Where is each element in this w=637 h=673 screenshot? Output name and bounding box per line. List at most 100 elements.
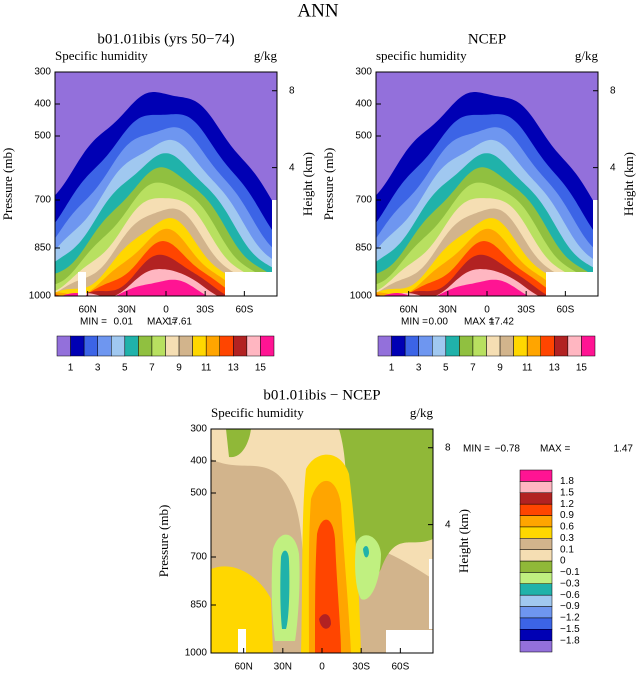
- colorbar-label: 15: [576, 363, 588, 374]
- colorbar-box: [519, 549, 553, 562]
- colorbar-label: 0: [560, 556, 566, 567]
- colorbar-box: [526, 335, 541, 357]
- y2-axis-label: Height (km): [621, 152, 636, 216]
- topography: [386, 630, 433, 653]
- y-tick-label: 700: [190, 552, 207, 563]
- y-tick-label: 500: [190, 488, 207, 499]
- colorbar-label: 13: [228, 363, 240, 374]
- x-tick-label: 60S: [235, 305, 253, 316]
- colorbar-label: 0.1: [560, 544, 574, 555]
- contour-field: [376, 72, 598, 296]
- y-tick-label: 700: [355, 195, 372, 206]
- colorbar-box: [377, 335, 392, 357]
- y2-tick-label: 8: [610, 85, 616, 96]
- colorbar-box: [567, 335, 582, 357]
- colorbar-box: [486, 335, 501, 357]
- x-tick-label: 60S: [391, 662, 409, 673]
- y-tick-label: 400: [34, 99, 51, 110]
- x-tick-label: 30N: [118, 305, 136, 316]
- colorbar-label: 1.5: [560, 487, 574, 498]
- colorbar-label: 15: [255, 363, 267, 374]
- x-tick-label: 0: [484, 305, 490, 316]
- y-tick-label: 850: [190, 600, 207, 611]
- colorbar-label: 11: [522, 363, 533, 374]
- colorbar-box: [519, 538, 553, 550]
- x-tick-label: 30N: [274, 662, 292, 673]
- x-tick-label: 30S: [352, 662, 370, 673]
- min-value: 0.01: [114, 317, 134, 328]
- colorbar-box: [472, 335, 487, 357]
- topography: [225, 272, 277, 296]
- colorbar-label: −1.2: [560, 613, 580, 624]
- colorbar-box: [581, 335, 596, 357]
- colorbar-label: −0.1: [560, 567, 580, 578]
- colorbar-box: [459, 335, 474, 357]
- colorbar-box: [111, 335, 126, 357]
- colorbar-label: 9: [176, 363, 182, 374]
- colorbar-label: 0.9: [560, 510, 574, 521]
- subtitle: Specific humidity: [55, 48, 148, 63]
- x-tick-label: 0: [319, 662, 325, 673]
- colorbar-box: [418, 335, 433, 357]
- contour-field: [211, 429, 433, 653]
- colorbar-label: −0.6: [560, 590, 580, 601]
- y-tick-label: 1000: [350, 291, 373, 302]
- colorbar-box: [519, 481, 553, 493]
- colorbar-box: [192, 335, 207, 357]
- colorbar-box: [445, 335, 460, 357]
- colorbar-label: 13: [549, 363, 561, 374]
- contour-fill: [226, 429, 251, 458]
- x-tick-label: 30S: [196, 305, 214, 316]
- units: g/kg: [575, 48, 599, 63]
- max-value: 17.42: [489, 317, 514, 328]
- colorbar-label: 1: [68, 363, 74, 374]
- colorbar-box: [554, 335, 569, 357]
- y-axis-label: Pressure (mb): [0, 148, 15, 221]
- colorbar-label: −1.8: [560, 635, 580, 646]
- colorbar-label: −0.9: [560, 601, 580, 612]
- colorbar-label: 3: [95, 363, 101, 374]
- colorbar-box: [519, 629, 553, 641]
- contour-fill: [363, 545, 369, 558]
- topography: [546, 272, 598, 296]
- y-tick-label: 400: [355, 99, 372, 110]
- min-value: −0.78: [495, 444, 521, 455]
- colorbar-label: −1.5: [560, 624, 580, 635]
- topography: [272, 200, 277, 296]
- max-value: 17.61: [167, 317, 192, 328]
- colorbar-box: [124, 335, 139, 357]
- y2-axis-label: Height (km): [300, 152, 315, 216]
- colorbar-label: 0.6: [560, 522, 574, 533]
- y-tick-label: 850: [355, 243, 372, 254]
- panel-title: b01.01ibis − NCEP: [263, 387, 380, 403]
- min-label: MIN =: [463, 444, 490, 455]
- x-tick-label: 60N: [399, 305, 417, 316]
- colorbar-box: [246, 335, 261, 357]
- x-tick-label: 30N: [439, 305, 457, 316]
- colorbar-box: [519, 594, 553, 607]
- y-tick-label: 300: [190, 424, 207, 435]
- topography: [238, 629, 246, 653]
- y-tick-label: 300: [355, 67, 372, 78]
- colorbar-box: [97, 335, 112, 357]
- y-tick-label: 300: [34, 67, 51, 78]
- colorbar-label: 1: [389, 363, 395, 374]
- colorbar-box: [138, 335, 153, 357]
- max-label: MAX =: [464, 317, 494, 328]
- contour-fill: [319, 614, 331, 629]
- contour-fill: [55, 279, 277, 296]
- units: g/kg: [254, 48, 278, 63]
- colorbar-box: [513, 335, 528, 357]
- max-label: MAX =: [540, 444, 570, 455]
- colorbar-box: [219, 335, 234, 357]
- x-tick-label: 60S: [556, 305, 574, 316]
- x-tick-label: 30S: [517, 305, 535, 316]
- contour-fill: [376, 279, 598, 296]
- colorbar-box: [70, 335, 85, 357]
- y-tick-label: 400: [190, 456, 207, 467]
- topography: [78, 272, 86, 296]
- topography: [429, 559, 433, 629]
- colorbar-label: 7: [149, 363, 155, 374]
- colorbar-label: 3: [416, 363, 422, 374]
